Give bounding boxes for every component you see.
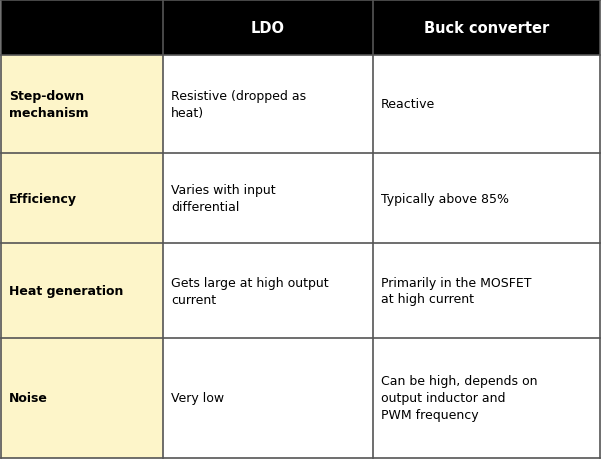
Text: Varies with input
differential: Varies with input differential [171,184,276,213]
Text: Can be high, depends on
output inductor and
PWM frequency: Can be high, depends on output inductor … [381,375,537,421]
FancyBboxPatch shape [163,338,373,458]
Text: Efficiency: Efficiency [9,192,77,205]
Text: Gets large at high output
current: Gets large at high output current [171,276,329,306]
Text: Reactive: Reactive [381,98,435,111]
Text: Noise: Noise [9,392,48,405]
FancyBboxPatch shape [373,338,600,458]
FancyBboxPatch shape [163,1,373,56]
FancyBboxPatch shape [1,338,163,458]
FancyBboxPatch shape [1,1,163,56]
FancyBboxPatch shape [163,56,373,154]
FancyBboxPatch shape [1,56,163,154]
FancyBboxPatch shape [163,243,373,338]
FancyBboxPatch shape [163,154,373,243]
Text: Buck converter: Buck converter [424,21,549,36]
Text: Primarily in the MOSFET
at high current: Primarily in the MOSFET at high current [381,276,531,306]
FancyBboxPatch shape [1,243,163,338]
FancyBboxPatch shape [373,56,600,154]
FancyBboxPatch shape [373,243,600,338]
FancyBboxPatch shape [1,154,163,243]
Text: Typically above 85%: Typically above 85% [381,192,509,205]
Text: Step-down
mechanism: Step-down mechanism [9,90,88,120]
FancyBboxPatch shape [373,154,600,243]
Text: Very low: Very low [171,392,224,405]
FancyBboxPatch shape [373,1,600,56]
Text: Resistive (dropped as
heat): Resistive (dropped as heat) [171,90,306,120]
Text: LDO: LDO [251,21,285,36]
Text: Heat generation: Heat generation [9,285,123,297]
